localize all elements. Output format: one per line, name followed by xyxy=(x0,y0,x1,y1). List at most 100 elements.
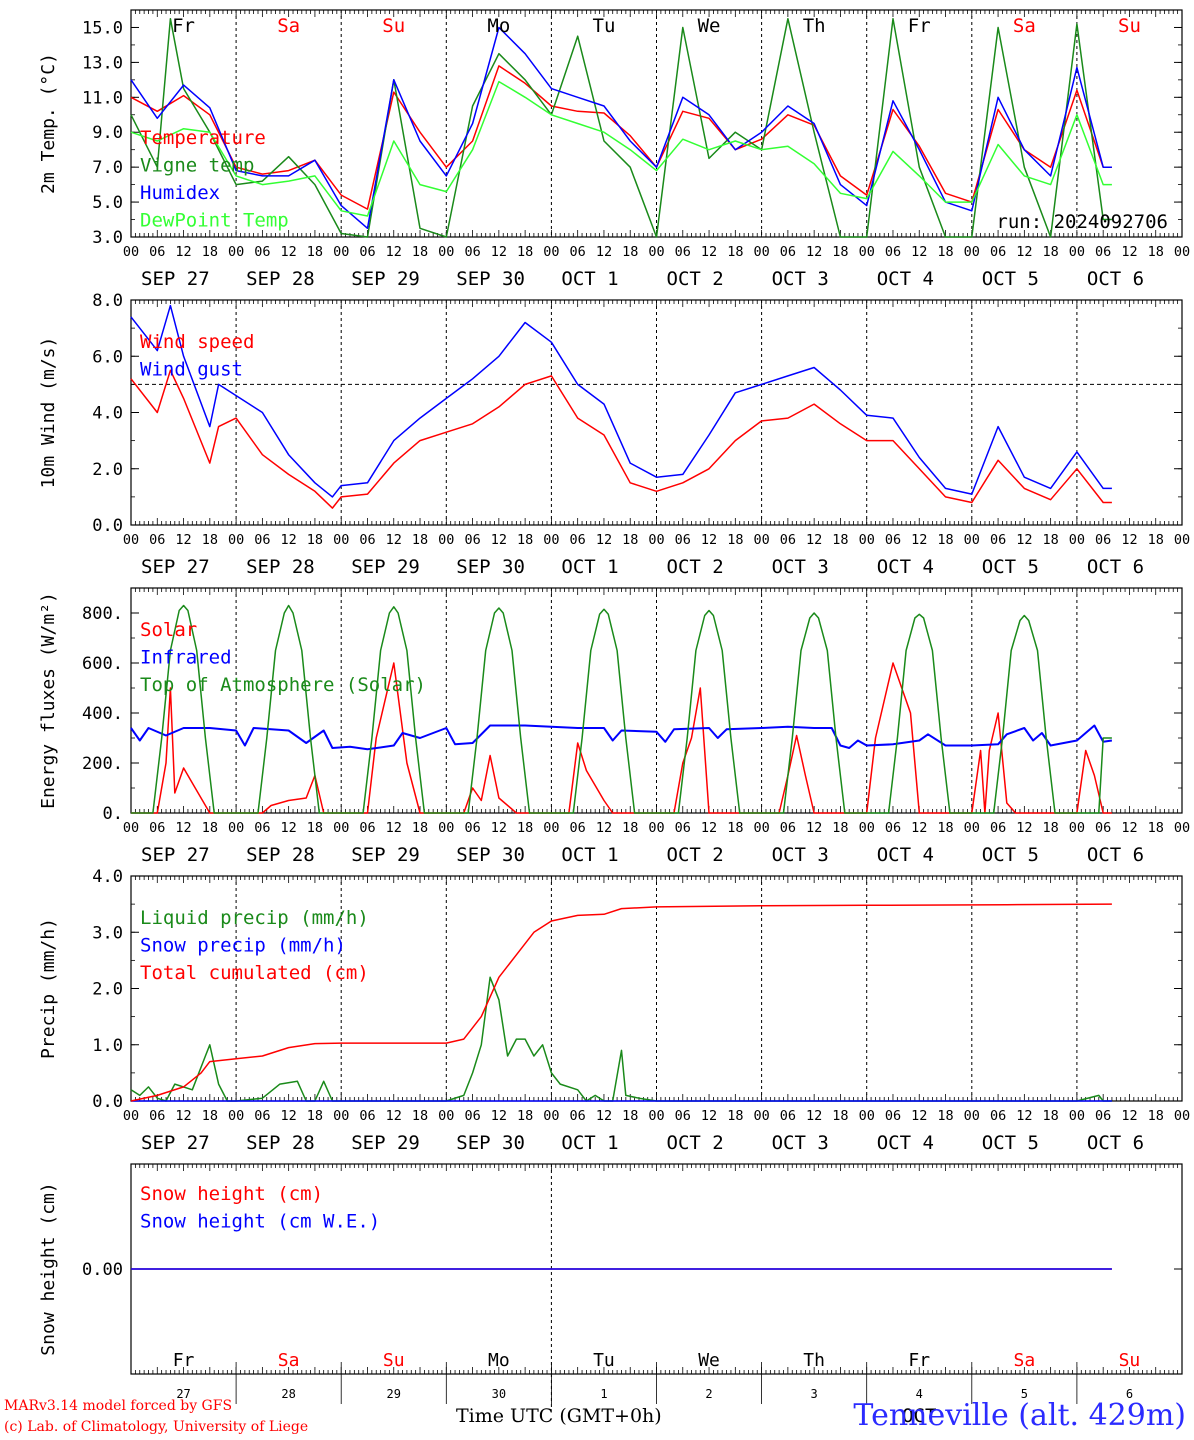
panel-frame-flux xyxy=(130,587,1183,814)
day-number-label: 5 xyxy=(1021,1387,1028,1401)
hour-label: 12 xyxy=(701,820,717,836)
y-tick-label: 2.0 xyxy=(92,980,123,1000)
hour-label: 18 xyxy=(1148,820,1164,836)
hour-label: 00 xyxy=(1174,820,1190,836)
weekday-label-bottom: Mo xyxy=(488,1350,510,1371)
hour-label: 06 xyxy=(780,244,796,260)
hour-label: 06 xyxy=(990,244,1006,260)
y-tick-label: 8.0 xyxy=(92,291,123,311)
hour-label: 06 xyxy=(464,820,480,836)
hour-label: 18 xyxy=(1042,244,1058,260)
weekday-label: Su xyxy=(382,15,405,37)
hour-label: 06 xyxy=(464,1108,480,1124)
hour-label: 18 xyxy=(307,1108,323,1124)
hour-label: 06 xyxy=(254,820,270,836)
hour-label: 06 xyxy=(675,1108,691,1124)
hour-label: 12 xyxy=(1121,532,1137,548)
hour-label: 18 xyxy=(412,532,428,548)
series-line-dewpoint-temp xyxy=(130,80,1112,217)
hour-label: 00 xyxy=(228,244,244,260)
hour-label: 00 xyxy=(859,244,875,260)
hour-label: 12 xyxy=(911,532,927,548)
hour-label: 18 xyxy=(412,1108,428,1124)
y-tick-label: 15.0 xyxy=(82,18,123,38)
date-label: SEP 27 xyxy=(141,556,210,578)
series-line-liquid-precip-mm-h- xyxy=(130,976,1112,1102)
hour-label: 06 xyxy=(359,244,375,260)
hour-label: 00 xyxy=(438,1108,454,1124)
legend-entry: Solar xyxy=(140,619,197,641)
day-number-label: 4 xyxy=(916,1387,923,1401)
legend-entry: DewPoint Temp xyxy=(140,210,289,232)
hour-label: 06 xyxy=(675,244,691,260)
legend-entry: Wind gust xyxy=(140,359,243,381)
hour-label: 18 xyxy=(727,820,743,836)
date-label: SEP 29 xyxy=(351,1132,420,1154)
hour-label: 00 xyxy=(333,820,349,836)
hour-label: 00 xyxy=(1069,244,1085,260)
hour-label: 06 xyxy=(675,532,691,548)
hour-label: 06 xyxy=(254,244,270,260)
date-label: OCT 2 xyxy=(667,268,724,290)
hour-label: 06 xyxy=(464,244,480,260)
day-number-label: 29 xyxy=(387,1387,401,1401)
hour-label: 18 xyxy=(727,532,743,548)
hour-label: 12 xyxy=(596,1108,612,1124)
date-label: OCT 4 xyxy=(877,1132,934,1154)
date-label: SEP 29 xyxy=(351,844,420,866)
hour-label: 12 xyxy=(1016,820,1032,836)
weekday-label-bottom: Su xyxy=(1119,1350,1141,1371)
date-label: OCT 3 xyxy=(772,556,829,578)
hour-label: 00 xyxy=(228,1108,244,1124)
hour-label: 06 xyxy=(359,820,375,836)
hour-label: 18 xyxy=(1042,532,1058,548)
weekday-label: Fr xyxy=(172,15,195,37)
hour-label: 18 xyxy=(412,820,428,836)
y-tick-label: 0. xyxy=(103,804,123,824)
legend-entry: Snow height (cm W.E.) xyxy=(140,1211,380,1233)
hour-label: 00 xyxy=(123,820,139,836)
y-tick-label: 0.00 xyxy=(82,1260,123,1280)
date-label: OCT 3 xyxy=(772,268,829,290)
hour-label: 12 xyxy=(701,1108,717,1124)
y-tick-label: 9.0 xyxy=(92,123,123,143)
hour-label: 12 xyxy=(596,244,612,260)
hour-label: 00 xyxy=(228,532,244,548)
hour-label: 12 xyxy=(911,820,927,836)
weekday-label: Tu xyxy=(593,15,616,37)
hour-label: 18 xyxy=(202,820,218,836)
hour-label: 00 xyxy=(543,1108,559,1124)
hour-label: 18 xyxy=(622,244,638,260)
date-label: SEP 28 xyxy=(246,556,315,578)
hour-label: 12 xyxy=(175,532,191,548)
hour-label: 06 xyxy=(990,820,1006,836)
y-axis-label: Energy fluxes (W/m²) xyxy=(38,592,59,809)
series-line-total-cumulated-cm- xyxy=(130,903,1112,1102)
hour-label: 00 xyxy=(648,1108,664,1124)
hour-label: 00 xyxy=(964,244,980,260)
hour-label: 00 xyxy=(753,1108,769,1124)
date-label: SEP 28 xyxy=(246,844,315,866)
hour-label: 12 xyxy=(386,820,402,836)
month-label: OCT xyxy=(902,1405,936,1427)
series-line-vigne-temp xyxy=(130,17,1112,238)
y-tick-label: 3.0 xyxy=(92,923,123,943)
hour-label: 18 xyxy=(517,532,533,548)
hour-label: 00 xyxy=(753,532,769,548)
hour-label: 18 xyxy=(727,244,743,260)
hour-label: 12 xyxy=(386,532,402,548)
weekday-label-bottom: Fr xyxy=(908,1350,930,1371)
hour-label: 12 xyxy=(386,244,402,260)
y-tick-label: 3.0 xyxy=(92,228,123,248)
date-label: OCT 2 xyxy=(667,556,724,578)
legend-entry: Humidex xyxy=(140,182,220,204)
date-label: OCT 2 xyxy=(667,1132,724,1154)
hour-label: 06 xyxy=(149,820,165,836)
hour-label: 00 xyxy=(648,244,664,260)
hour-label: 18 xyxy=(307,244,323,260)
hour-label: 18 xyxy=(832,244,848,260)
date-label: SEP 28 xyxy=(246,1132,315,1154)
hour-label: 18 xyxy=(517,244,533,260)
hour-label: 12 xyxy=(701,244,717,260)
date-label: SEP 29 xyxy=(351,268,420,290)
